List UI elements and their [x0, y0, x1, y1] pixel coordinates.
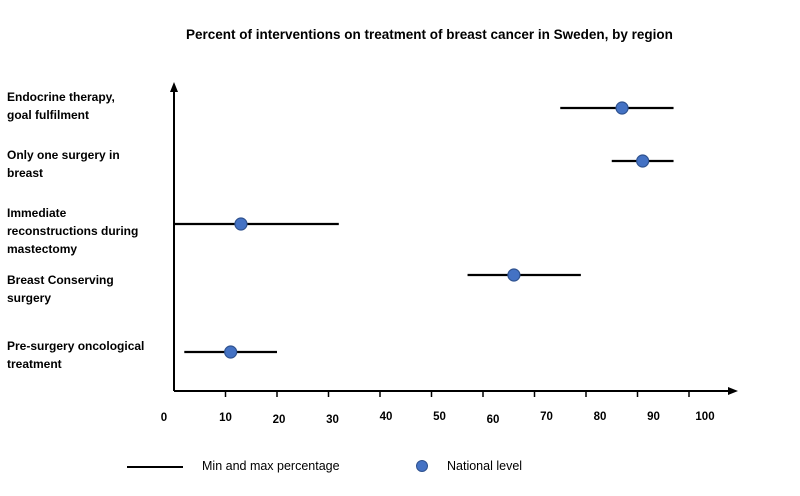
- chart-plot: 0 10 20 30 40 50 60 70 80 90 100: [161, 82, 738, 426]
- category-label-line: treatment: [7, 357, 62, 371]
- category-label-line: Endocrine therapy,: [7, 90, 115, 104]
- legend-line-swatch: [127, 466, 183, 468]
- category-label: Endocrine therapy, goal fulfilment: [7, 88, 157, 124]
- national-points: [224, 101, 650, 359]
- x-tick-labels: 0 10 20 30 40 50 60 70 80 90 100: [161, 411, 715, 426]
- x-tick-label: 60: [487, 414, 500, 426]
- legend-point-swatch: [416, 460, 428, 472]
- national-point: [615, 101, 629, 115]
- x-tick-label: 20: [273, 414, 286, 426]
- x-tick-label: 0: [161, 412, 167, 424]
- x-tick-label: 80: [594, 411, 607, 423]
- x-tick-label: 50: [433, 411, 446, 423]
- legend: Min and max percentage National level: [0, 455, 800, 479]
- x-tick-label: 30: [326, 414, 339, 426]
- chart-title: Percent of interventions on treatment of…: [186, 27, 673, 42]
- range-lines: [174, 106, 674, 354]
- category-label-line: Only one surgery in: [7, 148, 120, 162]
- category-label-line: Immediate: [7, 206, 67, 220]
- x-tick-label: 100: [695, 411, 714, 423]
- category-label: Immediate reconstructions during mastectom…: [7, 204, 157, 258]
- legend-range-label: Min and max percentage: [202, 459, 340, 473]
- legend-point-label: National level: [447, 459, 523, 473]
- x-ticks: [224, 391, 690, 397]
- category-label-line: goal fulfilment: [7, 108, 89, 122]
- category-label: Only one surgery in breast: [7, 146, 157, 182]
- y-axis-arrow: [170, 82, 178, 92]
- x-tick-label: 90: [647, 411, 660, 423]
- category-label-line: Breast Conserving: [7, 273, 114, 287]
- national-point: [636, 154, 650, 168]
- x-tick-label: 70: [540, 411, 553, 423]
- national-point: [507, 268, 521, 282]
- x-axis-arrow: [728, 387, 738, 395]
- category-label-line: reconstructions during: [7, 224, 139, 238]
- category-label: Breast Conserving surgery: [7, 271, 157, 307]
- category-label-line: mastectomy: [7, 242, 78, 256]
- axes: [170, 82, 738, 395]
- x-tick-label: 40: [380, 411, 393, 423]
- category-label-line: surgery: [7, 291, 52, 305]
- national-point: [234, 217, 248, 231]
- category-label-line: breast: [7, 166, 44, 180]
- national-point: [224, 345, 238, 359]
- x-tick-label: 10: [219, 412, 232, 424]
- category-label-line: Pre-surgery oncological: [7, 339, 145, 353]
- category-label: Pre-surgery oncological treatment: [7, 337, 157, 373]
